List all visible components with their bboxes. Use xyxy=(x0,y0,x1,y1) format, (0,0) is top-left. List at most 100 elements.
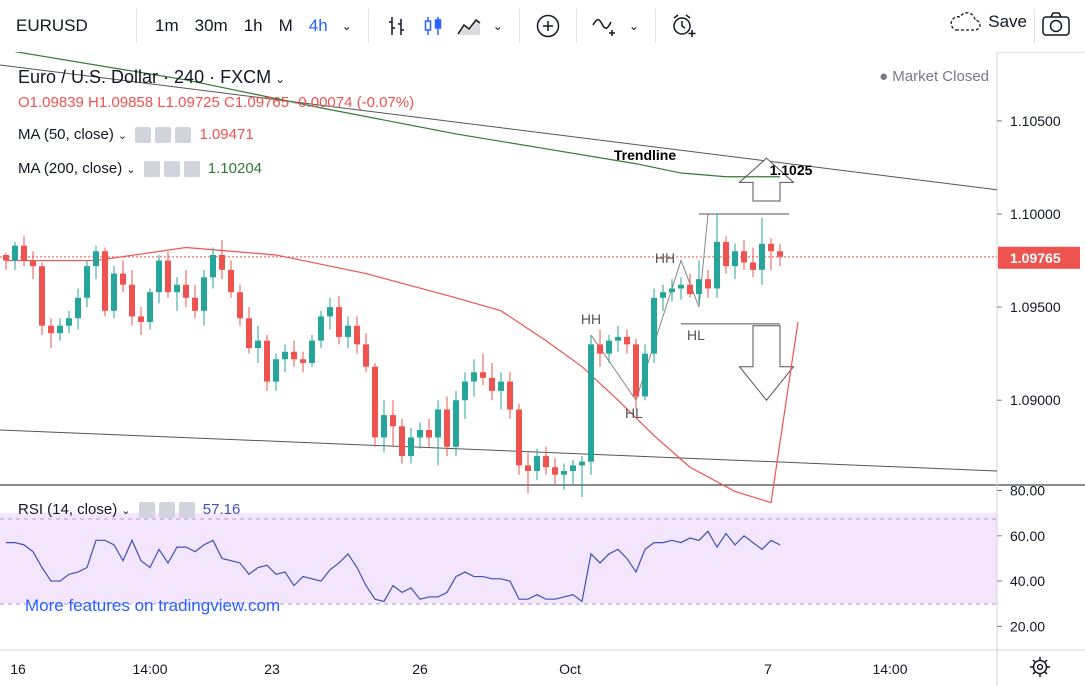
chevron-down-icon[interactable]: ⌄ xyxy=(275,72,286,86)
gear-icon[interactable] xyxy=(163,161,180,178)
eye-icon[interactable] xyxy=(138,502,155,519)
gear-icon[interactable] xyxy=(158,502,175,519)
time-tick-label: 16 xyxy=(10,661,26,677)
candle xyxy=(120,260,126,293)
ohlc-legend: O1.09839 H1.09858 L1.09725 C1.09765 -0.0… xyxy=(18,94,418,111)
candle xyxy=(579,456,585,498)
candle-body xyxy=(345,325,351,337)
candle xyxy=(237,284,243,326)
candles-style-icon[interactable] xyxy=(418,11,448,41)
chevron-down-icon[interactable]: ⌄ xyxy=(117,130,128,142)
candle-body xyxy=(534,456,540,471)
down-arrow xyxy=(738,325,795,402)
close-icon[interactable] xyxy=(183,161,200,178)
symbol-search[interactable]: EURUSD xyxy=(16,16,88,35)
up-arrow xyxy=(738,157,795,202)
candle-body xyxy=(21,245,27,261)
candle xyxy=(201,269,207,326)
interval-1h[interactable]: 1h xyxy=(243,16,263,35)
candle xyxy=(165,251,171,298)
candle-body xyxy=(318,316,324,341)
rsi-label[interactable]: RSI (14, close) xyxy=(18,501,118,518)
candle xyxy=(228,260,234,298)
save-button[interactable]: Save xyxy=(948,11,1027,33)
alert-clock-icon[interactable] xyxy=(669,11,699,41)
candle xyxy=(570,459,576,484)
candle-body xyxy=(66,318,72,326)
compare-icon[interactable] xyxy=(590,11,620,41)
candle xyxy=(606,335,612,363)
candle-body xyxy=(579,461,585,466)
candle xyxy=(642,344,648,401)
symbol-title[interactable]: Euro / U.S. Dollar · 240 · FXCM xyxy=(18,67,272,87)
rsi-tick-label: 40.00 xyxy=(1010,573,1045,589)
candle xyxy=(363,333,369,373)
interval-1m[interactable]: 1m xyxy=(155,16,179,35)
candle xyxy=(93,245,99,280)
candle-body xyxy=(489,377,495,391)
candle-body xyxy=(246,318,252,349)
chevron-down-icon[interactable]: ⌄ xyxy=(121,505,131,517)
candle-body xyxy=(120,273,126,285)
candle-body xyxy=(777,251,783,257)
candle-body xyxy=(705,279,711,289)
candle xyxy=(300,351,306,373)
watermark[interactable]: More features on tradingview.com xyxy=(25,596,281,615)
market-status-text: Market Closed xyxy=(892,68,989,85)
interval-30m[interactable]: 30m xyxy=(194,16,228,35)
candle xyxy=(525,452,531,494)
price-chart[interactable]: 1.10500 1.10000 1.09500 1.09000 1.09765 80.00… xyxy=(0,52,1085,686)
market-status: ● Market Closed xyxy=(879,68,989,85)
series-legend: Euro / U.S. Dollar · 240 · FXCM ⌄ xyxy=(18,67,289,88)
candle xyxy=(156,254,162,304)
close-icon[interactable] xyxy=(175,127,192,144)
compare-dropdown-icon[interactable]: ⌄ xyxy=(628,19,639,33)
chevron-down-icon[interactable]: ⌄ xyxy=(126,164,136,176)
candle xyxy=(480,353,486,386)
time-tick-label: 14:00 xyxy=(872,661,907,677)
ma200-line xyxy=(13,52,780,178)
close-icon[interactable] xyxy=(178,502,195,519)
candle xyxy=(291,340,297,367)
chart-style-dropdown-icon[interactable]: ⌄ xyxy=(492,19,503,33)
candle-body xyxy=(588,344,594,462)
interval-dropdown-icon[interactable]: ⌄ xyxy=(341,19,352,33)
ma50-label[interactable]: MA (50, close) xyxy=(18,126,114,143)
camera-icon[interactable] xyxy=(1041,11,1071,44)
candle-body xyxy=(165,260,171,293)
settings-gear-icon[interactable] xyxy=(1030,657,1050,677)
divider xyxy=(136,9,137,43)
candles-layer xyxy=(3,214,783,498)
candle xyxy=(660,284,666,311)
ma200-label[interactable]: MA (200, close) xyxy=(18,160,123,177)
candle xyxy=(777,243,783,267)
candle xyxy=(507,372,513,419)
candle xyxy=(669,279,675,302)
candle-body xyxy=(444,409,450,447)
interval-m[interactable]: M xyxy=(278,16,293,35)
add-indicator-icon[interactable] xyxy=(533,11,563,41)
candle-body xyxy=(156,260,162,293)
candle-body xyxy=(300,359,306,363)
candle-body xyxy=(714,241,720,289)
gear-icon[interactable] xyxy=(155,127,172,144)
candle xyxy=(147,288,153,330)
candle xyxy=(354,316,360,354)
interval-4h[interactable]: 4h xyxy=(308,16,328,35)
candle-body xyxy=(174,284,180,293)
bars-style-icon[interactable] xyxy=(382,11,412,41)
candle xyxy=(732,243,738,280)
candle xyxy=(282,344,288,373)
candle xyxy=(444,396,450,457)
candle xyxy=(498,372,504,410)
candle-body xyxy=(273,359,279,382)
candle xyxy=(273,353,279,391)
candle-body xyxy=(435,409,441,438)
top-toolbar: EURUSD 1m 30m 1h M 4h ⌄ ⌄ ⌄ xyxy=(0,0,1085,53)
candle-body xyxy=(651,297,657,354)
area-style-icon[interactable] xyxy=(454,11,484,41)
rsi-band xyxy=(0,513,997,604)
candle xyxy=(408,428,414,464)
eye-icon[interactable] xyxy=(143,161,160,178)
eye-icon[interactable] xyxy=(135,127,152,144)
